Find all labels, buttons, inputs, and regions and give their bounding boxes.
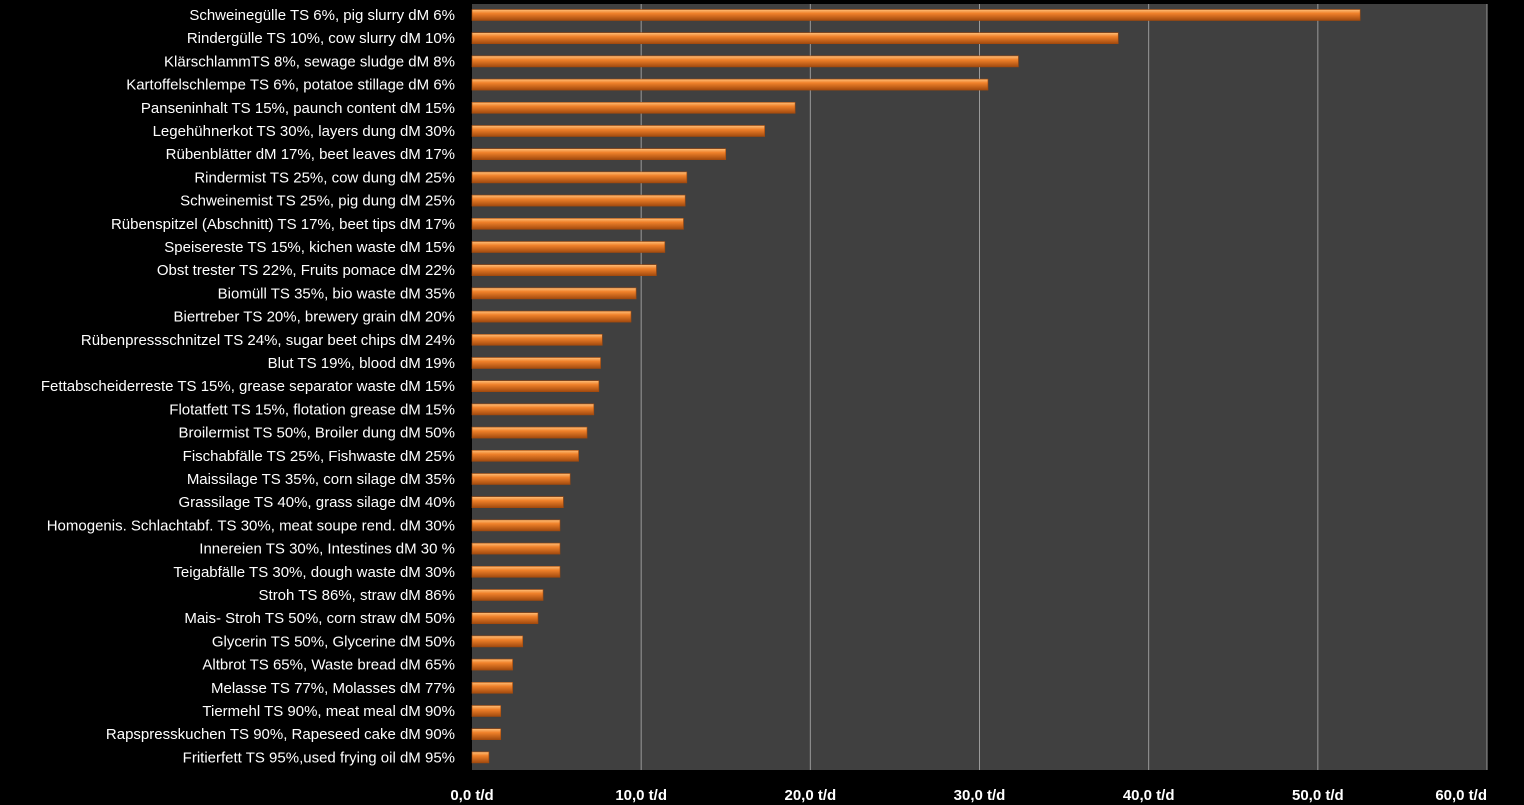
bar [471,241,666,253]
category-label: Rapspresskuchen TS 90%, Rapeseed cake dM… [106,726,455,743]
x-tick-label: 50,0 t/d [1292,787,1344,804]
bar [471,635,524,648]
category-label: Legehühnerkot TS 30%, layers dung dM 30% [153,123,455,140]
bar [471,310,632,323]
category-label: Rübenblätter dM 17%, beet leaves dM 17% [166,146,455,163]
bar [471,287,637,300]
category-label: Grassilage TS 40%, grass silage dM 40% [178,494,455,511]
bar [471,125,765,137]
bar [471,519,561,532]
category-label: Broilermist TS 50%, Broiler dung dM 50% [178,425,455,442]
category-label: Schweinemist TS 25%, pig dung dM 25% [180,193,455,210]
x-tick-label: 30,0 t/d [954,787,1006,804]
bar [471,426,588,439]
x-tick-label: 10,0 t/d [615,787,667,804]
bar [471,78,989,91]
category-label: Fettabscheiderreste TS 15%, grease separ… [41,378,455,395]
x-tick-label: 0,0 t/d [450,787,493,804]
category-label: Maissilage TS 35%, corn silage dM 35% [187,471,455,488]
category-label: Rindermist TS 25%, cow dung dM 25% [194,169,455,186]
bar [471,9,1361,21]
category-label: Rübenspitzel (Abschnitt) TS 17%, beet ti… [111,216,455,233]
x-tick-label: 40,0 t/d [1123,787,1175,804]
category-label: Rübenpressschnitzel TS 24%, sugar beet c… [81,332,455,349]
bar [471,589,544,601]
category-label: KlärschlammTS 8%, sewage sludge dM 8% [164,53,455,70]
category-label: Stroh TS 86%, straw dM 86% [259,587,455,604]
category-label: Speisereste TS 15%, kichen waste dM 15% [164,239,455,256]
category-label: Kartoffelschlempe TS 6%, potatoe stillag… [126,77,455,94]
bar [471,264,657,277]
category-label: Fischabfälle TS 25%, Fishwaste dM 25% [183,448,455,465]
bar [471,496,564,509]
bar [471,333,603,346]
bar [471,148,727,160]
category-label: Altbrot TS 65%, Waste bread dM 65% [202,657,455,674]
category-label: Fritierfett TS 95%,used frying oil dM 95… [183,749,455,766]
category-label: Blut TS 19%, blood dM 19% [268,355,455,372]
category-label: Teigabfälle TS 30%, dough waste dM 30% [173,564,455,581]
bar [471,542,561,555]
bar [471,565,561,578]
bar [471,449,579,462]
x-tick-label: 20,0 t/d [784,787,836,804]
bar [471,403,595,416]
category-labels: Schweinegülle TS 6%, pig slurry dM 6% Rin… [41,7,455,766]
category-label: Flotatfett TS 15%, flotation grease dM 1… [169,401,455,418]
category-label: Mais- Stroh TS 50%, corn straw dM 50% [184,610,455,627]
category-label: Glycerin TS 50%, Glycerine dM 50% [212,633,455,650]
category-label: Innereien TS 30%, Intestines dM 30 % [199,541,455,558]
bar [471,194,686,207]
bar [471,751,490,764]
bar [471,658,513,671]
bar [471,612,539,625]
bar [471,728,502,741]
category-label: Schweinegülle TS 6%, pig slurry dM 6% [189,7,455,24]
bar [471,357,601,369]
bar [471,380,600,393]
category-label: Melasse TS 77%, Molasses dM 77% [211,680,455,697]
bar [471,102,796,114]
x-tick-label: 60,0 t/d [1435,787,1487,804]
category-label: Homogenis. Schlachtabf. TS 30%, meat sou… [47,517,455,534]
bar [471,218,684,230]
bar [471,55,1019,68]
bar [471,681,513,694]
bar [471,705,502,717]
category-label: Biomüll TS 35%, bio waste dM 35% [218,285,455,302]
category-label: Panseninhalt TS 15%, paunch content dM 1… [141,100,455,117]
category-label: Biertreber TS 20%, brewery grain dM 20% [173,309,455,326]
bars [471,9,1361,764]
category-label: Tiermehl TS 90%, meat meal dM 90% [202,703,455,720]
bar [471,171,688,184]
bar [471,473,571,485]
category-label: Obst trester TS 22%, Fruits pomace dM 22… [157,262,455,279]
category-label: Rindergülle TS 10%, cow slurry dM 10% [187,30,455,47]
bar [471,32,1119,45]
x-tick-labels: 0,0 t/d 10,0 t/d 20,0 t/d 30,0 t/d 40,0 t/d 5… [450,787,1487,804]
